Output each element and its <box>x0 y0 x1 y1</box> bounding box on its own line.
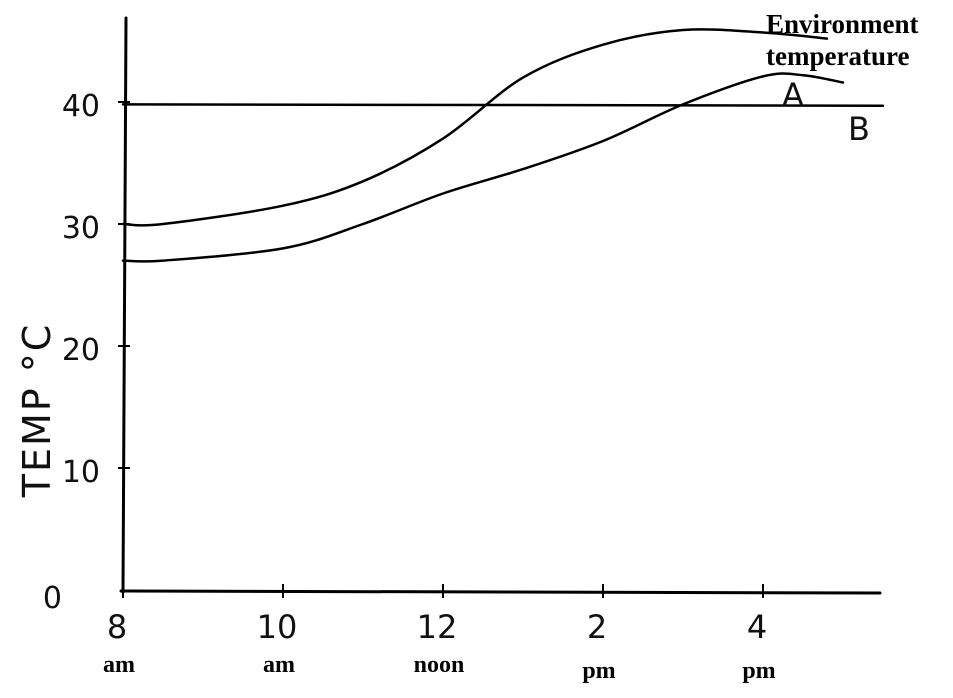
series-line-0 <box>121 28 829 227</box>
series-label-b: B <box>848 110 870 148</box>
series-line-2 <box>121 103 885 107</box>
y-tick-label: 20 <box>62 333 100 368</box>
environment-label-line1: Environment <box>766 9 919 39</box>
environment-temperature-label: Environment temperature <box>766 8 919 72</box>
x-tick-label: 2 <box>587 608 607 646</box>
x-tick-period: pm <box>582 658 615 684</box>
x-tick-period: am <box>103 652 135 678</box>
x-tick-label: 4 <box>747 608 767 646</box>
environment-label-line2: temperature <box>766 41 910 71</box>
y-axis-label: TEMP °C <box>15 323 59 499</box>
x-axis <box>119 589 882 595</box>
x-tick-period: am <box>263 652 295 678</box>
y-tick-label: 40 <box>62 89 100 124</box>
x-tick-period: pm <box>742 658 775 684</box>
x-tick-label: 10 <box>257 608 298 646</box>
y-tick-label: 30 <box>62 211 100 246</box>
series-line-1 <box>121 72 845 263</box>
x-tick-label: 8 <box>107 608 127 646</box>
y-tick-label: 0 <box>43 581 62 616</box>
x-tick-label: 12 <box>417 608 458 646</box>
series-label-a: A <box>782 76 804 114</box>
x-tick-period: noon <box>414 652 465 678</box>
y-axis <box>121 16 128 594</box>
y-tick-label: 10 <box>62 455 100 490</box>
